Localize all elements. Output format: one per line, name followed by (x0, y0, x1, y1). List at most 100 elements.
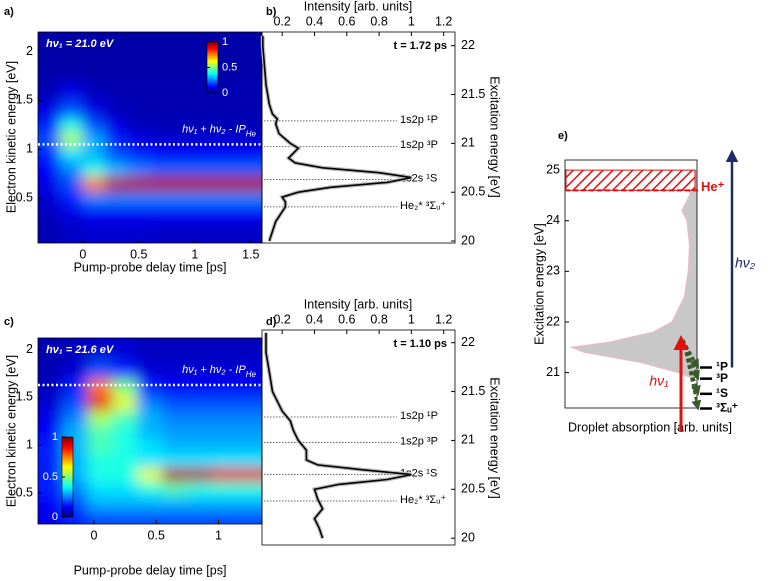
heatmap-cell (216, 175, 241, 192)
absorption-area (569, 169, 698, 379)
heatmap-cell (82, 116, 106, 133)
heatmap-cell (236, 338, 262, 360)
heatmap-cell (104, 80, 129, 101)
level-label: 1s2p ¹P (400, 410, 438, 422)
heatmap-cell (161, 437, 188, 454)
x-tick-label: 0.2 (273, 14, 290, 28)
heatmap-cell (112, 423, 139, 439)
heatmap-cell (149, 80, 173, 101)
heatmap-cell (137, 437, 163, 454)
heatmap-cell (239, 160, 262, 177)
heatmap-cell (239, 60, 262, 82)
heatmap-cell (236, 423, 262, 439)
heatmap-cell (171, 190, 196, 206)
heatmap-cell (104, 175, 129, 192)
heatmap-cell (211, 437, 238, 454)
heatmap-cell (112, 509, 139, 524)
heatmap-cell (62, 408, 89, 425)
heatmap-cell (127, 32, 151, 62)
heatmap-cell (211, 466, 238, 482)
heatmap-cell (239, 131, 262, 148)
heatmap-cell (216, 116, 241, 133)
colorbar-tick-label: 1 (222, 36, 228, 48)
y-tick-label: 21 (461, 433, 475, 447)
heatmap-cell (38, 423, 64, 439)
heatmap-cell (186, 423, 213, 439)
y-tick-label: 24 (546, 213, 560, 227)
x-tick-label: 0.6 (338, 312, 355, 326)
level-label: ¹P (716, 360, 728, 374)
heatmap-cell (82, 99, 106, 118)
panel-label: c) (4, 316, 14, 328)
heatmap-cell (137, 377, 163, 396)
heatmap-cell (38, 116, 61, 133)
heatmap-cell (104, 190, 129, 206)
heatmap-cell (171, 99, 196, 118)
heatmap-cell (216, 80, 241, 101)
x-tick-label: 0.6 (338, 14, 355, 28)
heatmap-cell (38, 377, 64, 396)
threshold-text: hν₁ + hν₂ - IP (182, 364, 246, 376)
colorbar-tick-label: 0 (52, 511, 58, 523)
x-axis-label: Pump-probe delay time [ps] (74, 563, 227, 577)
panel-label: b) (266, 6, 277, 18)
heatmap-cell (171, 204, 196, 221)
heatmap-cell (236, 437, 262, 454)
threshold-subscript: He (246, 129, 257, 138)
heatmap-cell (59, 146, 84, 162)
heatmap-cell (211, 338, 238, 360)
heatmap-cell (82, 204, 106, 221)
probe-label: hν₂ (735, 255, 756, 271)
y-tick-label: 25 (546, 162, 560, 176)
heatmap-cell (112, 377, 139, 396)
y-tick-label: 1 (26, 142, 33, 156)
y-tick-label: 2 (26, 44, 33, 58)
level-label: ³P (716, 371, 728, 385)
heatmap-cell (194, 219, 218, 243)
y-tick-label: 21.5 (461, 87, 485, 101)
y-tick-label: 22 (461, 335, 475, 349)
heatmap-cell (239, 80, 262, 101)
panel-label: a) (4, 6, 14, 18)
plot-frame (261, 329, 456, 546)
y-tick-label: 20.5 (461, 482, 485, 496)
heatmap-cell (38, 175, 61, 192)
heatmap-cell (194, 160, 218, 177)
heatmap-cell (216, 99, 241, 118)
colorbar-tick-label: 0.5 (222, 61, 237, 73)
heatmap-cell (161, 423, 188, 439)
heatmap-cell (186, 394, 213, 410)
heatmap-cell (38, 437, 64, 454)
heatmap-cell (161, 358, 188, 379)
heatmap-cell (87, 338, 114, 360)
heatmap-cell (137, 408, 163, 425)
heatmap-cell (236, 358, 262, 379)
level-label: He₂* ³Σᵤ⁺ (400, 494, 446, 506)
heatmap-cell (38, 358, 64, 379)
heatmap-cell (137, 495, 163, 511)
heatmap-cell (38, 495, 64, 511)
heatmap-cell (211, 394, 238, 410)
heatmap-cell (59, 99, 84, 118)
x-tick-label: 0.5 (148, 528, 165, 542)
heatmap-cell (112, 495, 139, 511)
panel-label: d) (266, 316, 277, 328)
heatmap-cell (38, 480, 64, 497)
ion-label: He⁺ (701, 179, 725, 194)
heatmap-cell (149, 32, 173, 62)
heatmap-cell (236, 466, 262, 482)
heatmap-cell (161, 452, 188, 468)
x-tick-label: 1 (408, 312, 415, 326)
heatmap-cell (161, 377, 188, 396)
level-label: 1s2p ¹P (400, 114, 438, 126)
heatmap-cell (161, 394, 188, 410)
heatmap-cell (236, 509, 262, 524)
heatmap-cell (87, 358, 114, 379)
heatmap-cell (38, 32, 61, 62)
heatmap-cell (236, 452, 262, 468)
heatmap-cell (171, 146, 196, 162)
photon-energy: hν₁ = 21.6 eV (46, 344, 115, 356)
y-tick-label: 20 (461, 233, 475, 247)
relaxation-arrow (681, 339, 702, 411)
